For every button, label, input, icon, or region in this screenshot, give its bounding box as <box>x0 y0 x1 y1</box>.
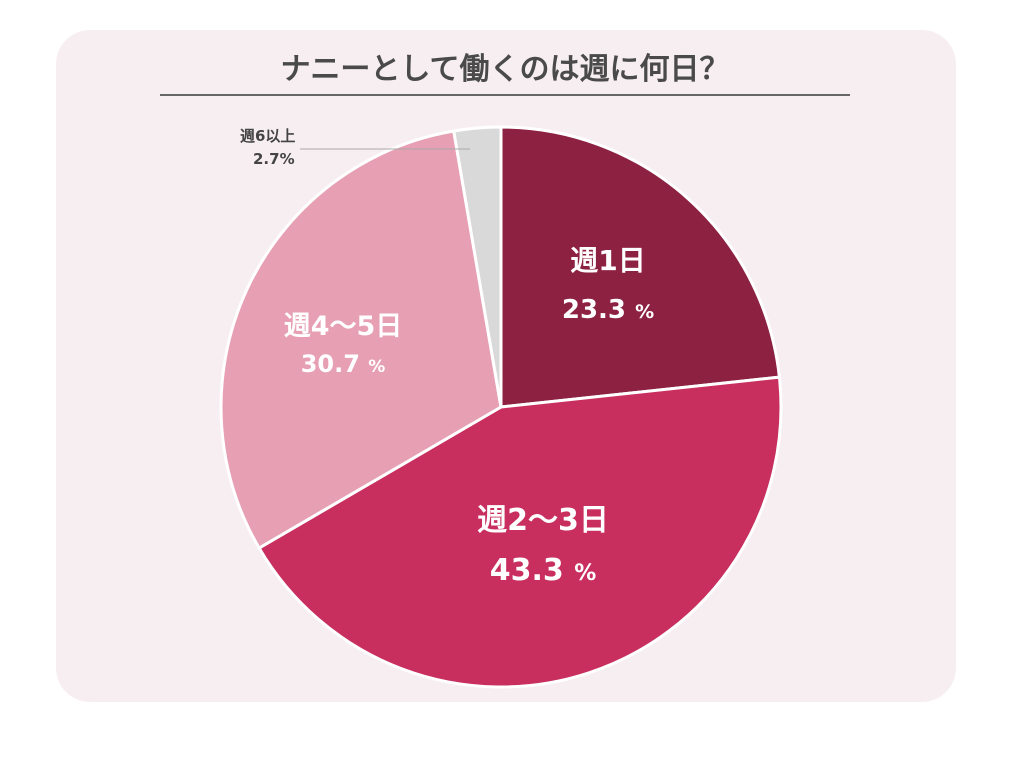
title-underline <box>160 94 850 96</box>
chart-title: ナニーとして働くのは週に何日？ <box>280 52 730 87</box>
slice-1day-value: 23.3 % <box>562 295 654 325</box>
pie-slices <box>219 125 783 689</box>
slice-4to5days-value: 30.7 % <box>301 350 386 378</box>
slice-2to3days-label: 週2〜3日 <box>477 503 609 538</box>
slice-6plus-value: 2.7% <box>253 150 295 168</box>
slice-4to5days <box>219 129 503 551</box>
slice-2to3days-value: 43.3 % <box>490 553 597 588</box>
slice-labels: 週1日 23.3 % 週2〜3日 43.3 % 週4〜5日 30.7 % 週6以上 2.7% <box>240 127 654 588</box>
slice-2to3days <box>257 375 783 689</box>
slice-1day <box>499 125 782 409</box>
slice-4to5days-label: 週4〜5日 <box>284 311 403 342</box>
slice-1day-label: 週1日 <box>570 244 645 277</box>
slice-6plus <box>451 125 503 408</box>
slice-6plus-label: 週6以上 <box>240 127 295 145</box>
